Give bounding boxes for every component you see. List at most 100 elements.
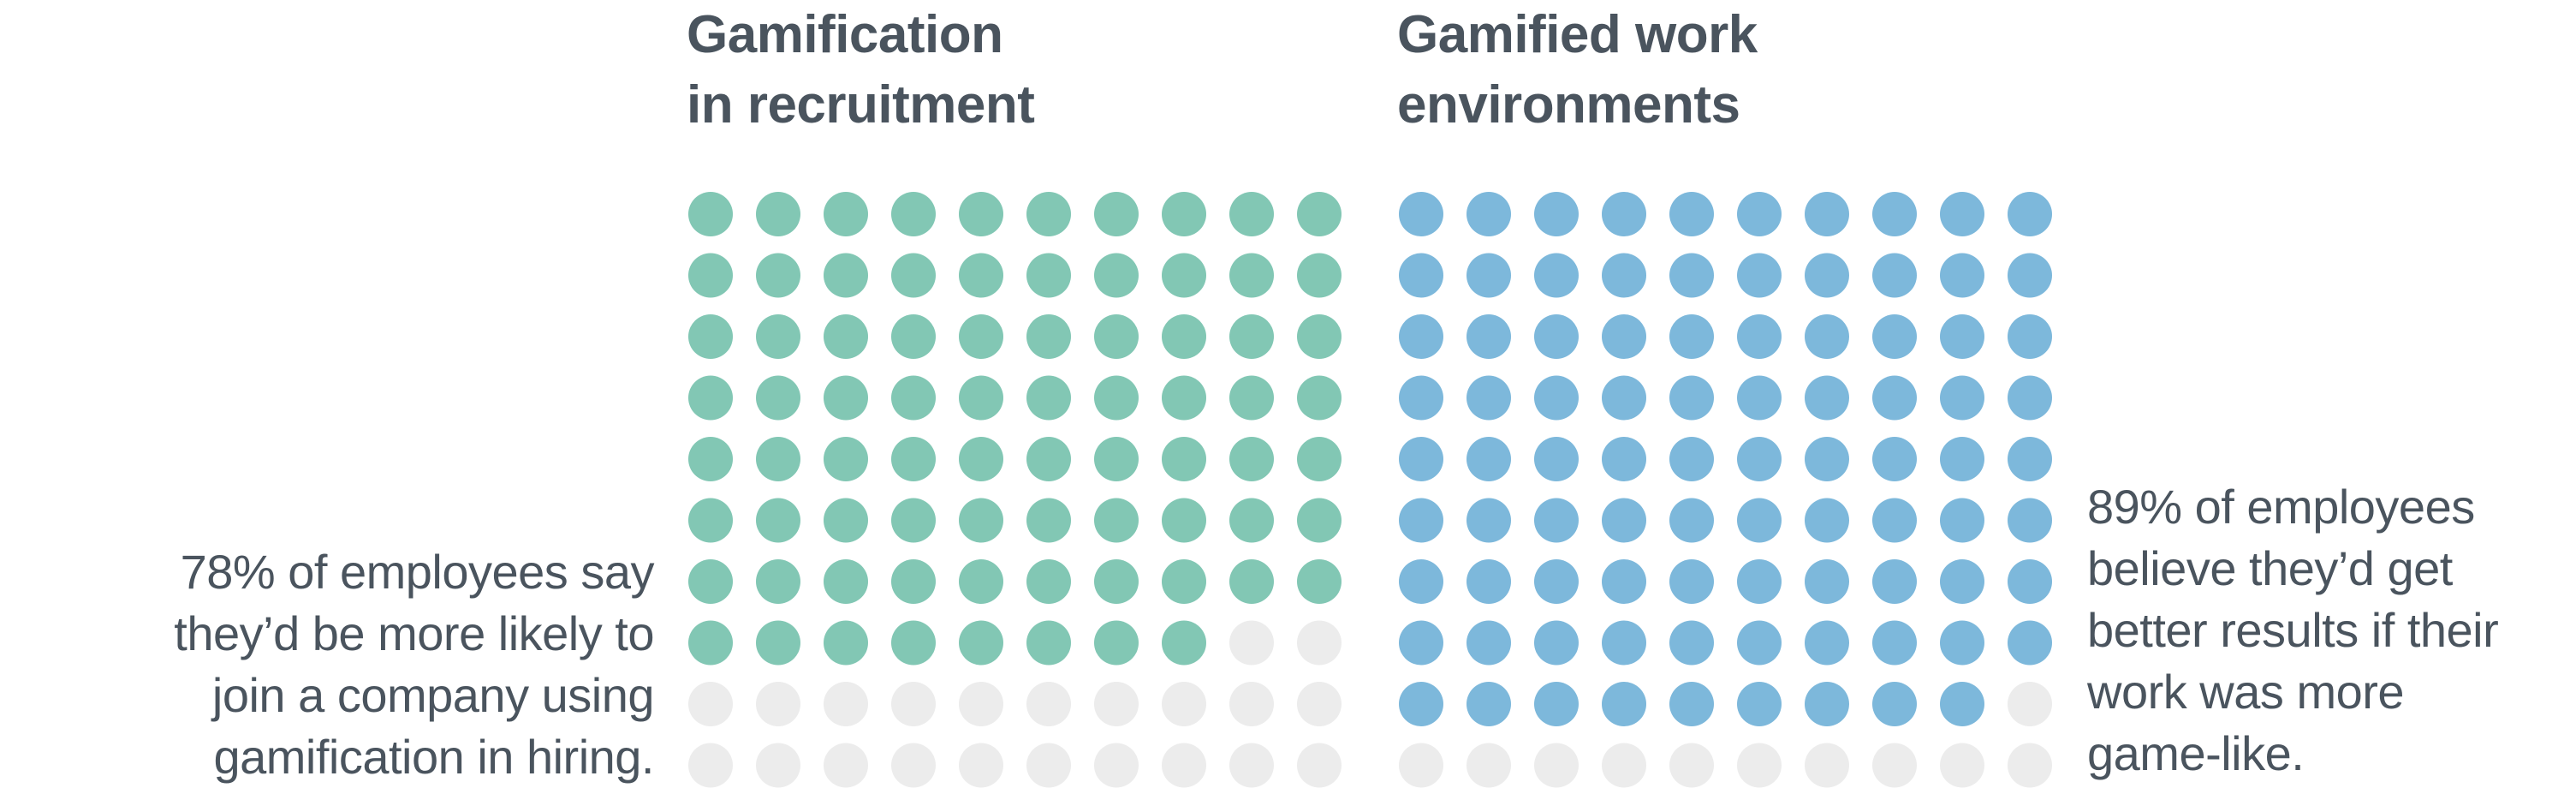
filled-dot: [1737, 192, 1782, 236]
filled-dot: [1872, 620, 1917, 666]
filled-dot: [891, 437, 936, 481]
filled-dot: [1805, 620, 1849, 666]
filled-dot: [1297, 314, 1342, 359]
empty-dot: [756, 743, 800, 788]
empty-dot: [1805, 743, 1849, 788]
filled-dot: [1940, 620, 1984, 666]
filled-dot: [1026, 192, 1071, 236]
filled-dot: [891, 620, 936, 666]
filled-dot: [1602, 498, 1646, 543]
filled-dot: [1534, 559, 1579, 604]
waffle-chart-recruitment: [688, 192, 1342, 788]
filled-dot: [824, 253, 868, 298]
filled-dot: [1466, 192, 1511, 236]
empty-dot: [1162, 743, 1206, 788]
filled-dot: [688, 437, 733, 481]
filled-dot: [1805, 253, 1849, 298]
filled-dot: [959, 620, 1003, 666]
filled-dot: [1229, 192, 1274, 236]
filled-dot: [756, 314, 800, 359]
caption-line: game-like.: [2087, 726, 2305, 780]
empty-dot: [1229, 620, 1274, 666]
filled-dot: [1737, 253, 1782, 298]
caption-work-environments-stat: 89% of employees believe they’d get bett…: [2087, 476, 2499, 785]
filled-dot: [1466, 682, 1511, 726]
filled-dot: [1669, 437, 1714, 481]
filled-dot: [1162, 620, 1206, 666]
filled-dot: [1466, 437, 1511, 481]
filled-dot: [1805, 375, 1849, 421]
filled-dot: [1399, 559, 1443, 604]
filled-dot: [1737, 375, 1782, 421]
filled-dot: [824, 192, 868, 236]
filled-dot: [1737, 559, 1782, 604]
filled-dot: [1805, 498, 1849, 543]
filled-dot: [1162, 192, 1206, 236]
filled-dot: [1229, 375, 1274, 421]
empty-dot: [824, 682, 868, 726]
filled-dot: [1940, 498, 1984, 543]
caption-line: believe they’d get: [2087, 541, 2453, 595]
empty-dot: [1297, 682, 1342, 726]
empty-dot: [1940, 743, 1984, 788]
filled-dot: [824, 375, 868, 421]
filled-dot: [1602, 192, 1646, 236]
empty-dot: [959, 743, 1003, 788]
filled-dot: [891, 559, 936, 604]
filled-dot: [1297, 253, 1342, 298]
filled-dot: [756, 192, 800, 236]
filled-dot: [891, 192, 936, 236]
empty-dot: [1669, 743, 1714, 788]
filled-dot: [1940, 314, 1984, 359]
caption-line: they’d be more likely to: [174, 606, 654, 660]
filled-dot: [1399, 192, 1443, 236]
chart-title-gamification-in-recruitment: Gamification in recruitment: [687, 0, 1035, 140]
filled-dot: [1737, 620, 1782, 666]
filled-dot: [1805, 314, 1849, 359]
caption-line: work was more: [2087, 665, 2405, 719]
filled-dot: [1602, 559, 1646, 604]
filled-dot: [1399, 620, 1443, 666]
empty-dot: [1229, 743, 1274, 788]
chart-title-gamified-work-environments: Gamified work environments: [1397, 0, 1758, 140]
filled-dot: [1466, 620, 1511, 666]
filled-dot: [1399, 498, 1443, 543]
filled-dot: [1026, 498, 1071, 543]
empty-dot: [1737, 743, 1782, 788]
filled-dot: [824, 620, 868, 666]
filled-dot: [688, 620, 733, 666]
title-line: Gamification: [687, 5, 1003, 64]
filled-dot: [1940, 375, 1984, 421]
caption-line: join a company using: [211, 668, 655, 722]
filled-dot: [1940, 682, 1984, 726]
filled-dot: [1737, 314, 1782, 359]
filled-dot: [2008, 437, 2052, 481]
filled-dot: [1872, 253, 1917, 298]
filled-dot: [1399, 314, 1443, 359]
empty-dot: [1094, 743, 1139, 788]
filled-dot: [1669, 314, 1714, 359]
filled-dot: [1466, 314, 1511, 359]
empty-dot: [1162, 682, 1206, 726]
filled-dot: [1399, 375, 1443, 421]
filled-dot: [1466, 498, 1511, 543]
filled-dot: [1466, 253, 1511, 298]
filled-dot: [1669, 192, 1714, 236]
filled-dot: [756, 437, 800, 481]
empty-dot: [1534, 743, 1579, 788]
filled-dot: [1669, 253, 1714, 298]
filled-dot: [1534, 498, 1579, 543]
filled-dot: [1229, 437, 1274, 481]
filled-dot: [1162, 437, 1206, 481]
filled-dot: [1534, 437, 1579, 481]
filled-dot: [1805, 192, 1849, 236]
filled-dot: [1602, 314, 1646, 359]
filled-dot: [1297, 192, 1342, 236]
filled-dot: [1602, 375, 1646, 421]
empty-dot: [1026, 743, 1071, 788]
filled-dot: [756, 559, 800, 604]
filled-dot: [1399, 253, 1443, 298]
filled-dot: [1669, 498, 1714, 543]
filled-dot: [1162, 253, 1206, 298]
filled-dot: [1737, 682, 1782, 726]
